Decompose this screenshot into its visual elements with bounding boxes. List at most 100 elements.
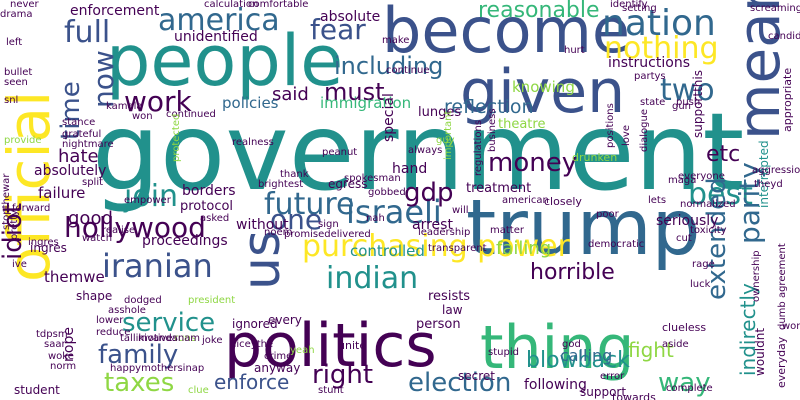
word-bullet: bullet — [4, 67, 33, 78]
word-trump: trump — [466, 184, 701, 273]
word-politics: politics — [224, 311, 437, 381]
word-reduce: reduce — [96, 327, 131, 338]
word-wouldnt: wouldnt — [753, 327, 767, 376]
word-saar: saar — [44, 339, 66, 350]
word-won: won — [132, 111, 153, 122]
word-god: god — [562, 339, 581, 350]
word-stunt: stunt — [318, 385, 344, 396]
word-toxicity: toxicity — [690, 225, 727, 236]
word-america: america — [158, 3, 280, 38]
word-treatment: treatment — [466, 181, 532, 196]
word-secret: secret — [458, 369, 495, 383]
word-everyday: everyday — [775, 336, 788, 388]
word-screaming: screaming — [750, 3, 800, 14]
word-hate: hate — [58, 146, 99, 167]
word-asked: asked — [200, 213, 230, 224]
word-will: will — [452, 205, 469, 216]
word-positions: positions — [605, 103, 616, 148]
word-theyd: theyd — [754, 179, 783, 190]
word-dumb-agreement: dumb agreement — [777, 243, 788, 330]
word-spokesman: spokesman — [344, 173, 401, 184]
word-split: split — [82, 177, 104, 188]
word-ive: ive — [12, 259, 27, 270]
word-promisedelivered: promisedelivered — [284, 229, 371, 240]
word-provide: provide — [4, 135, 42, 146]
word-right: right — [312, 360, 374, 390]
word-kamala: kamala — [106, 101, 143, 112]
word-nation: nation — [602, 3, 716, 44]
word-hand: hand — [392, 161, 428, 177]
word-leadership: leadership — [418, 227, 471, 238]
word-empower: empower — [124, 195, 171, 206]
word-family: family — [98, 340, 179, 370]
word-thing: thing — [480, 313, 635, 383]
word-resists: resists — [428, 289, 471, 304]
word-blowback: blowback — [526, 348, 630, 373]
word-calling: calling — [560, 346, 613, 365]
word-anyway: anyway — [254, 361, 301, 375]
word-must: must — [324, 78, 385, 106]
word-money: money — [488, 148, 578, 178]
word-reflection: reflection — [444, 96, 534, 118]
word-fear: fear — [310, 13, 366, 46]
word-etc: etc — [706, 142, 741, 167]
word-reasonable: reasonable — [478, 0, 600, 23]
word-pretty: pretty — [9, 209, 20, 240]
word-knowing: knowing — [512, 78, 575, 96]
word-government: government — [92, 91, 745, 215]
word-lets: lets — [648, 195, 667, 206]
word-mean: mean — [725, 0, 793, 140]
word-aggression: aggression — [752, 165, 800, 176]
word-stance: stance — [62, 117, 96, 128]
word-identify: identify — [610, 0, 648, 10]
word-person: person — [416, 317, 461, 332]
word-lunges: lunges — [418, 105, 462, 120]
word-sign: sign — [318, 219, 339, 230]
word-peanut: peanut — [322, 147, 358, 158]
word-motives: motives — [138, 333, 178, 344]
word-woke: woke — [48, 351, 74, 362]
word-purchasing-power: purchasing power — [302, 229, 570, 264]
word-noem: noem — [264, 227, 293, 238]
word-said: said — [272, 84, 309, 105]
word-clueless: clueless — [662, 321, 707, 334]
word-controlled: controlled — [350, 242, 425, 260]
word-president: president — [188, 295, 236, 306]
word-comfortable: comfortable — [248, 0, 309, 10]
word-enforcement: enforcement — [70, 3, 160, 19]
word-diceythe: diceythe — [230, 339, 274, 350]
word-maga: maga — [668, 175, 697, 186]
word-become: become — [382, 0, 631, 67]
word-protected: protected — [171, 113, 182, 162]
word-unidentified: unidentified — [174, 29, 258, 45]
word-poor: poor — [596, 209, 619, 220]
word-tdpsm: tdpsm — [36, 329, 68, 340]
word-horrible: horrible — [530, 260, 615, 285]
word-gdp: gdp — [404, 178, 454, 208]
word-nothing: nothing — [604, 31, 719, 66]
word-borders: borders — [182, 183, 236, 199]
word-candid: candid — [768, 31, 800, 42]
word-us: us — [232, 229, 292, 290]
word-normalized: normalized — [680, 199, 736, 210]
word-matter: matter — [490, 225, 524, 236]
word-snl: snl — [4, 95, 19, 106]
word-norm: norm — [50, 361, 77, 372]
word-election: election — [408, 368, 512, 398]
word-tallikivandanam: tallikivandanam — [120, 333, 201, 344]
word-everyone: everyone — [678, 171, 725, 182]
word-taxes: taxes — [104, 368, 175, 398]
word-watch: watch — [82, 233, 113, 244]
word-lower: lower — [96, 315, 124, 326]
word-crime: crime — [264, 351, 293, 362]
word-regulations: regulations — [473, 119, 484, 176]
word-unite: unite — [338, 339, 367, 352]
word-support: support — [580, 385, 627, 399]
word-appropriate: appropriate — [781, 67, 794, 132]
word-towards: towards — [612, 391, 656, 400]
word-one: one — [270, 203, 323, 236]
word-join: join — [124, 179, 179, 214]
word-drunken: drunken — [572, 151, 618, 164]
word-failure: failure — [38, 184, 86, 202]
